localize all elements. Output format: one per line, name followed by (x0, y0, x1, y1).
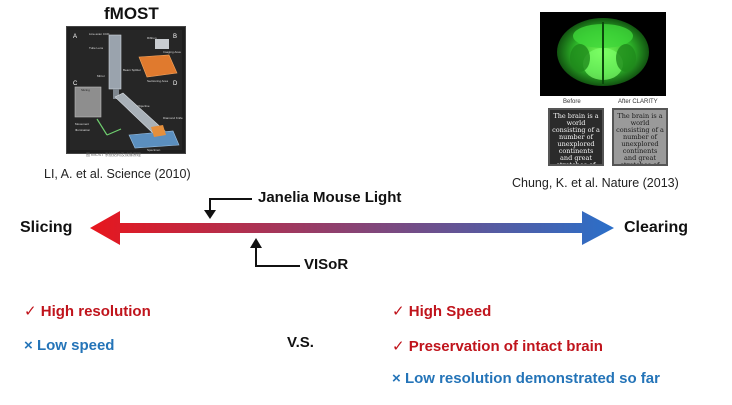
right-pro-text-2: Preservation of intact brain (408, 338, 603, 355)
check-icon: ✓ (392, 303, 405, 320)
axis-label-clearing: Clearing (624, 219, 689, 236)
label-ribbon: Ribbon (147, 36, 157, 40)
panel-after-text: The brain is a world consisting of a num… (616, 112, 664, 166)
panel-before-text: The brain is a world consisting of a num… (552, 112, 600, 166)
panel-after-label: After CLARITY (618, 99, 658, 105)
versus-label: V.S. (287, 334, 314, 351)
label-diamond-knife: Diamond Knife (163, 116, 183, 120)
check-icon: ✓ (24, 303, 37, 320)
janelia-pointer-line (209, 198, 252, 212)
label-linescan: Line-scan CCD (89, 32, 110, 36)
marker-janelia: Janelia Mouse Light (258, 189, 402, 206)
panel-before-label: Before (563, 99, 581, 105)
left-pro-text: High resolution (40, 303, 151, 320)
label-tubelens: Tube Lens (89, 46, 104, 50)
figure-letter-d: D (173, 81, 178, 87)
figure-letter-a: A (73, 34, 77, 40)
axis-label-slicing: Slicing (20, 219, 73, 236)
label-mirror: Mirror (97, 74, 105, 78)
label-beam-splitter: Beam Splitter (123, 68, 141, 72)
fmost-figure: A B C D Line-scan CCD Tube Lens Ribbon I… (66, 26, 186, 154)
janelia-pointer-arrowhead (204, 210, 216, 219)
right-con-item: × Low resolution demonstrated so far (392, 370, 660, 387)
clarity-brain-svg (540, 12, 666, 96)
left-pro-item: ✓ High resolution (24, 302, 151, 320)
visor-pointer-arrowhead (250, 238, 262, 248)
right-pro-text-1: High Speed (408, 303, 492, 320)
citation-right: Chung, K. et al. Nature (2013) (512, 176, 679, 190)
citation-left: LI, A. et al. Science (2010) (44, 167, 191, 181)
left-con-text: Low speed (36, 337, 115, 354)
label-illumination: Illumination (75, 128, 91, 132)
visor-pointer-line (255, 246, 300, 267)
label-imaging-area: Imaging Area (163, 50, 181, 54)
spectrum-double-arrow (90, 211, 614, 245)
right-pro-item-2: ✓ Preservation of intact brain (392, 337, 603, 355)
label-movement: Movement (75, 122, 89, 126)
cross-icon: × (24, 337, 33, 354)
fmost-title: fMOST (104, 4, 159, 23)
left-con-item: × Low speed (24, 337, 114, 354)
marker-visor: VISoR (304, 256, 349, 273)
label-specimen: Specimen (147, 148, 161, 152)
label-slicing: Slicing (81, 88, 90, 92)
figure-letter-c: C (73, 81, 78, 87)
fmost-figure-caption: 图 fMOST 系统结构及成像原理 (86, 152, 141, 157)
label-sectioning-area: Sectioning Area (147, 79, 168, 83)
right-pro-item-1: ✓ High Speed (392, 302, 491, 320)
clarity-brain-image (540, 12, 666, 96)
label-objective: Objective (137, 104, 150, 108)
panel-before: The brain is a world consisting of a num… (548, 108, 604, 166)
panel-after: The brain is a world consisting of a num… (612, 108, 668, 166)
right-con-text: Low resolution demonstrated so far (404, 370, 660, 387)
check-icon: ✓ (392, 338, 405, 355)
figure-letter-b: B (173, 34, 177, 40)
fmost-schematic: A B C D Line-scan CCD Tube Lens Ribbon I… (70, 30, 183, 152)
cross-icon: × (392, 370, 401, 387)
